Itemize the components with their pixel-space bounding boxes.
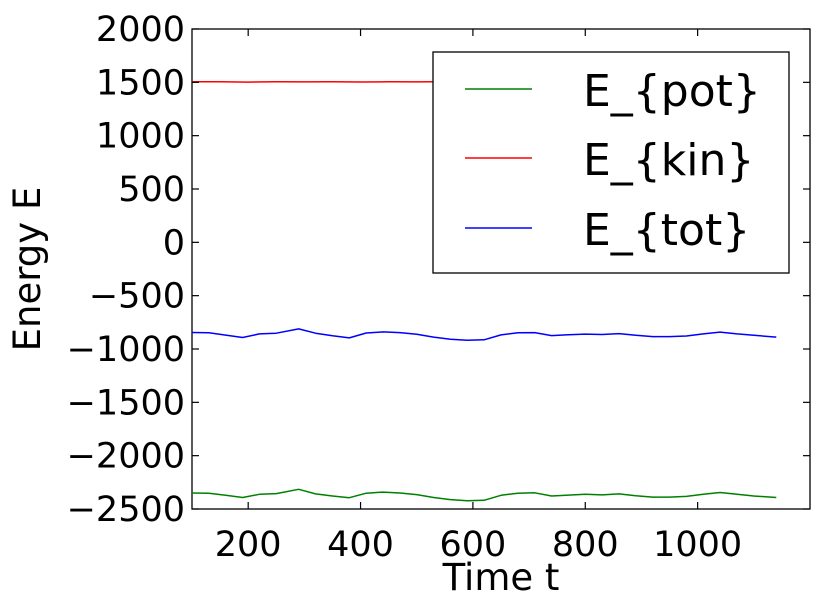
x-tick-label: 400 [327, 525, 394, 565]
x-tick-label: 1000 [653, 525, 742, 565]
series-line-e-pot [191, 488, 777, 502]
series-layer [191, 80, 777, 502]
y-tick-label: 1500 [96, 63, 185, 103]
tick-layer: 200 400 600 800 1000 −2500 −2000 −1500 −1000 −500… [67, 10, 810, 565]
legend-label-e-tot: E_{tot} [583, 205, 750, 256]
x-tick-label: 600 [440, 525, 507, 565]
plot-area: 200 400 600 800 1000 −2500 −2000 −1500 −1000 −500… [67, 10, 811, 565]
x-tick-label: 200 [215, 525, 282, 565]
y-tick-label: −2000 [67, 437, 185, 477]
y-tick-label: 2000 [96, 10, 185, 50]
legend-label-e-pot: E_{pot} [583, 66, 761, 117]
y-tick-label: 500 [118, 170, 185, 210]
y-axis-label: Energy E [6, 187, 49, 352]
y-tick-label: 0 [163, 223, 185, 263]
plot-frame [191, 28, 811, 510]
legend: E_{pot} E_{kin} E_{tot} [432, 51, 790, 274]
legend-label-e-kin: E_{kin} [583, 135, 754, 186]
x-tick-label: 800 [552, 525, 619, 565]
y-tick-label: −2500 [67, 490, 185, 530]
y-tick-label: 1000 [96, 117, 185, 157]
series-line-e-tot [191, 328, 777, 342]
y-tick-label: −1500 [67, 383, 185, 423]
y-tick-label: −500 [89, 277, 185, 317]
y-tick-label: −1000 [67, 330, 185, 370]
x-axis-label: Time t [442, 556, 560, 599]
